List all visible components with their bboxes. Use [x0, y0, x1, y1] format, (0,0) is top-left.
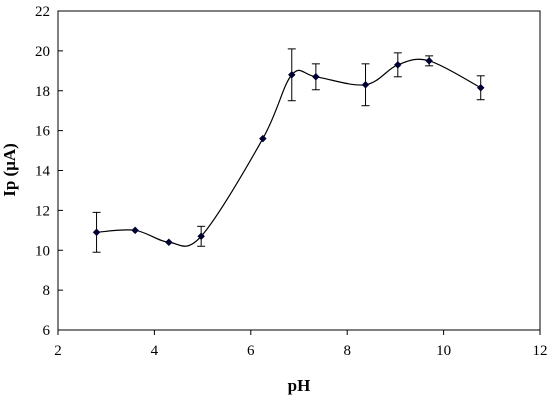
- data-point: [393, 60, 402, 69]
- data-points: [92, 56, 485, 247]
- x-tick-label: 8: [343, 343, 351, 359]
- data-point: [476, 83, 485, 92]
- x-tick-label: 2: [54, 343, 62, 359]
- data-point: [92, 228, 101, 237]
- y-tick-label: 22: [35, 4, 50, 20]
- y-axis-title: Ip (μA): [0, 143, 19, 197]
- series-line: [96, 58, 481, 247]
- data-point: [131, 226, 139, 235]
- x-tick-label: 10: [436, 343, 451, 359]
- x-axis-title: pH: [288, 376, 311, 395]
- data-point: [197, 232, 206, 241]
- plot-area: [57, 10, 541, 331]
- data-point: [361, 80, 370, 89]
- x-tick-label: 6: [247, 343, 255, 359]
- y-axis-ticks: 6 8 10 12 14 16 18 20 22: [35, 4, 63, 339]
- x-axis-ticks: 2 4 6 8 10 12: [54, 330, 548, 359]
- data-point: [312, 72, 320, 81]
- data-point: [258, 134, 267, 143]
- y-tick-label: 6: [43, 323, 51, 339]
- series-line-group: [96, 58, 481, 247]
- x-tick-label: 4: [151, 343, 159, 359]
- y-tick-label: 12: [35, 203, 50, 219]
- data-point: [287, 70, 296, 79]
- data-point: [425, 56, 433, 65]
- y-tick-label: 14: [35, 164, 51, 180]
- x-tick-label: 12: [533, 343, 548, 359]
- y-tick-label: 18: [35, 84, 50, 100]
- y-tick-label: 20: [35, 44, 50, 60]
- y-tick-label: 8: [43, 283, 51, 299]
- y-tick-label: 10: [35, 243, 50, 259]
- y-tick-label: 16: [35, 124, 51, 140]
- data-point: [165, 238, 173, 247]
